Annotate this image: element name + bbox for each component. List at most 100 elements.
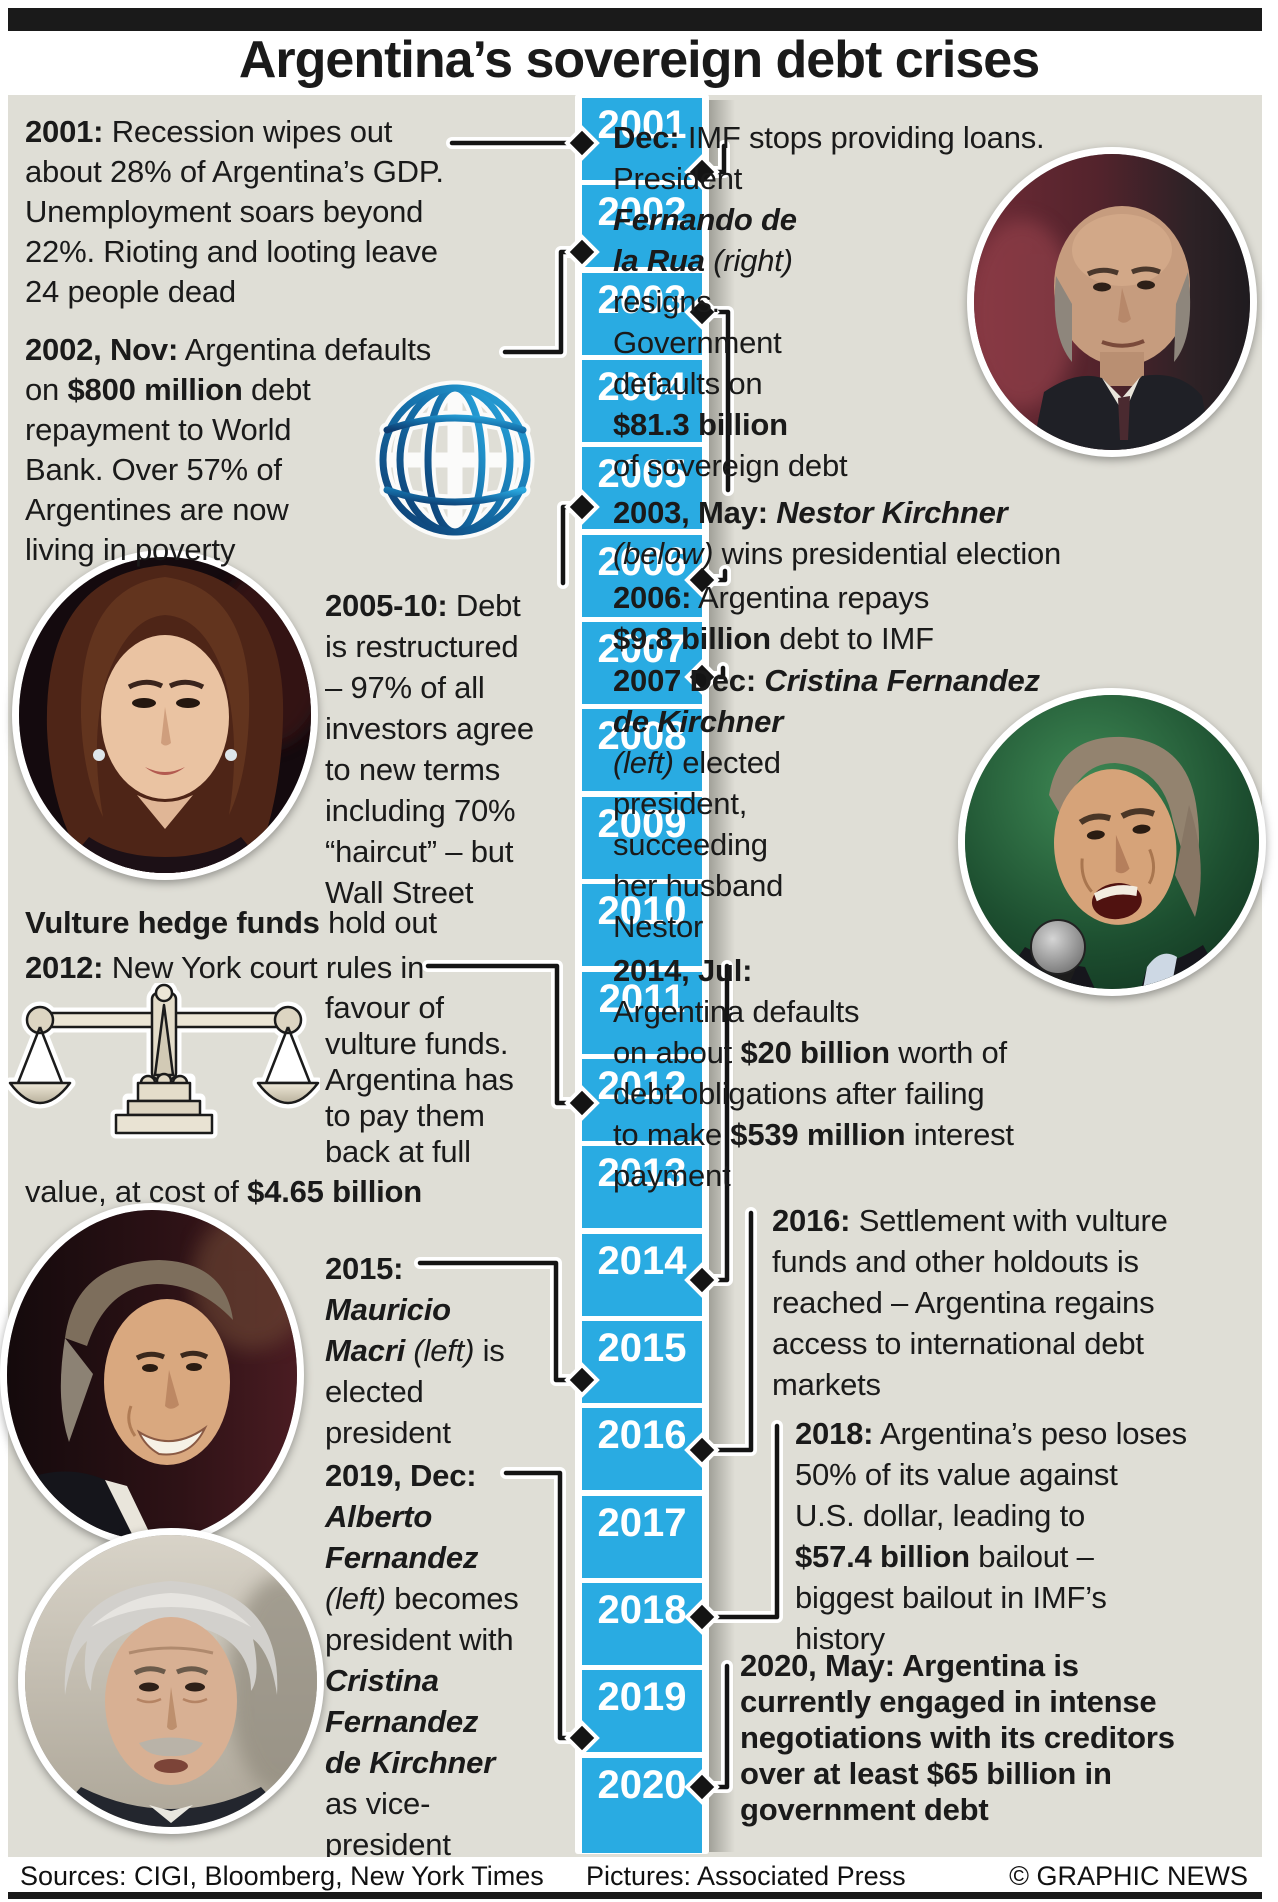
event-text-line: favour of bbox=[325, 990, 444, 1025]
event-text-line: payment bbox=[613, 1158, 731, 1193]
event-text-line: succeeding bbox=[613, 827, 768, 862]
event-text-line: Argentines are now bbox=[25, 492, 289, 527]
event-text-line: – 97% of all bbox=[325, 670, 485, 705]
event-text-line: 2020, May: Argentina is bbox=[740, 1648, 1079, 1683]
event-text-line: Bank. Over 57% of bbox=[25, 452, 282, 487]
timeline-year-box: 2016 bbox=[582, 1408, 702, 1490]
timeline-year-box: 2011 bbox=[582, 972, 702, 1054]
event-text-e2012a: 2012: New York court rules in bbox=[25, 948, 424, 988]
event-text-line: Fernando de bbox=[613, 202, 797, 237]
event-text-line: negotiations with its creditors bbox=[740, 1720, 1175, 1755]
event-text-line: 2007 Dec: Cristina Fernandez bbox=[613, 663, 1040, 698]
event-text-line: U.S. dollar, leading to bbox=[795, 1498, 1086, 1533]
event-text-line: Argentina has bbox=[325, 1062, 514, 1097]
event-text-line: 2012: New York court rules in bbox=[25, 950, 425, 985]
timeline-year-box: 2017 bbox=[582, 1496, 702, 1578]
timeline-year-box: 2004 bbox=[582, 360, 702, 442]
event-text-r2006: 2006: Argentina repays $9.8 billion debt … bbox=[613, 577, 934, 659]
event-text-line: 2018: Argentina’s peso loses bbox=[795, 1416, 1187, 1451]
event-text-line: markets bbox=[772, 1367, 881, 1402]
photo-fernando-de-la-rua bbox=[967, 147, 1257, 457]
timeline-year-box: 2010 bbox=[582, 884, 702, 966]
event-text-r2018: 2018: Argentina’s peso loses 50% of its v… bbox=[795, 1413, 1187, 1659]
event-text-line: 2006: Argentina repays bbox=[613, 580, 930, 615]
event-text-line: currently engaged in intense bbox=[740, 1684, 1157, 1719]
event-text-r2020: 2020, May: Argentina is currently engaged… bbox=[740, 1648, 1175, 1828]
event-text-line: 22%. Rioting and looting leave bbox=[25, 234, 438, 269]
event-text-line: 24 people dead bbox=[25, 274, 236, 309]
event-text-e2001: 2001: Recession wipes out about 28% of Ar… bbox=[25, 112, 444, 312]
event-text-line: of sovereign debt bbox=[613, 448, 848, 483]
event-text-line: as vice- bbox=[325, 1786, 431, 1821]
event-text-line: is restructured bbox=[325, 629, 519, 664]
event-text-line: defaults on bbox=[613, 366, 763, 401]
event-text-line: Mauricio bbox=[325, 1292, 451, 1327]
event-text-line: president bbox=[325, 1415, 451, 1450]
event-text-line: Wall Street bbox=[325, 875, 474, 910]
event-text-line: “haircut” – but bbox=[325, 834, 514, 869]
event-text-r2016: 2016: Settlement with vulture funds and o… bbox=[772, 1200, 1168, 1405]
event-text-line: elected bbox=[325, 1374, 424, 1409]
timeline-year-box: 2019 bbox=[582, 1670, 702, 1752]
event-text-line: Nestor bbox=[613, 909, 704, 944]
event-text-line: Fernandez bbox=[325, 1704, 479, 1739]
event-text-e2002: 2002, Nov: Argentina defaults on $800 mil… bbox=[25, 330, 431, 570]
event-text-line: debt obligations after failing bbox=[613, 1076, 985, 1111]
event-text-line: Fernandez bbox=[325, 1540, 479, 1575]
event-text-line: president with bbox=[325, 1622, 514, 1657]
event-text-line: president, bbox=[613, 786, 748, 821]
event-text-line: to make $539 million interest bbox=[613, 1117, 1014, 1152]
event-text-line: access to international debt bbox=[772, 1326, 1144, 1361]
event-text-line: Dec: IMF stops providing loans. bbox=[613, 120, 1045, 155]
event-text-line: 2002, Nov: Argentina defaults bbox=[25, 332, 432, 367]
event-text-line: Unemployment soars beyond bbox=[25, 194, 424, 229]
event-text-line: to new terms bbox=[325, 752, 501, 787]
timeline-year-box: 2018 bbox=[582, 1583, 702, 1665]
event-text-line: president bbox=[325, 1827, 451, 1862]
event-text-line: 2005-10: Debt bbox=[325, 588, 521, 623]
event-text-line: 2016: Settlement with vulture bbox=[772, 1203, 1168, 1238]
event-text-line: vulture funds. bbox=[325, 1026, 509, 1061]
timeline-year-box: 2015 bbox=[582, 1321, 702, 1403]
event-text-line: Cristina bbox=[325, 1663, 439, 1698]
footer-copyright: © GRAPHIC NEWS bbox=[1009, 1861, 1248, 1891]
event-text-rdec: Dec: IMF stops providing loans. President… bbox=[613, 117, 1045, 486]
event-text-line: 2019, Dec: bbox=[325, 1458, 477, 1493]
footer: Sources: CIGI, Bloomberg, New York Times… bbox=[8, 1857, 1262, 1892]
event-text-line: Macri (left) is bbox=[325, 1333, 505, 1368]
event-text-line: about 28% of Argentina’s GDP. bbox=[25, 154, 444, 189]
event-text-line: reached – Argentina regains bbox=[772, 1285, 1155, 1320]
event-text-line: on about $20 billion worth of bbox=[613, 1035, 1007, 1070]
timeline-year-box: 2001 bbox=[582, 98, 702, 180]
event-text-line: (left) becomes bbox=[325, 1581, 519, 1616]
event-text-line: de Kirchner bbox=[613, 704, 784, 739]
photo-mauricio-macri bbox=[0, 1203, 304, 1547]
timeline-year-box: 2005 bbox=[582, 447, 702, 529]
footer-pictures: Pictures: Associated Press bbox=[586, 1861, 906, 1891]
event-text-line: President bbox=[613, 161, 743, 196]
event-text-line: 2001: Recession wipes out bbox=[25, 114, 393, 149]
event-text-line: living in poverty bbox=[25, 532, 236, 567]
event-text-line: 50% of its value against bbox=[795, 1457, 1118, 1492]
event-text-line: government debt bbox=[740, 1792, 989, 1827]
event-text-line: Argentina defaults bbox=[613, 994, 860, 1029]
event-text-line: (below) wins presidential election bbox=[613, 536, 1062, 571]
timeline-year-box: 2013 bbox=[582, 1146, 702, 1228]
event-text-line: (left) elected bbox=[613, 745, 781, 780]
event-text-line: back at full bbox=[325, 1134, 471, 1169]
event-text-line: funds and other holdouts is bbox=[772, 1244, 1139, 1279]
photo-alberto-fernandez bbox=[18, 1528, 324, 1834]
footer-sources: Sources: CIGI, Bloomberg, New York Times bbox=[20, 1861, 544, 1891]
bottom-bar bbox=[8, 1892, 1262, 1899]
event-text-line: Alberto bbox=[325, 1499, 433, 1534]
timeline-year-box: 2007 bbox=[582, 622, 702, 704]
event-text-line: 2014, Jul: bbox=[613, 953, 753, 988]
photo-cristina-fernandez-de-kirchner bbox=[12, 550, 318, 880]
timeline-year-box: 2008 bbox=[582, 709, 702, 791]
timeline-year-box: 2002 bbox=[582, 185, 702, 267]
event-text-line: de Kirchner bbox=[325, 1745, 496, 1780]
timeline-year-box: 2020 bbox=[582, 1758, 702, 1853]
event-text-e2015: 2015: Mauricio Macri (left) is elected presi… bbox=[325, 1248, 505, 1453]
event-text-line: resigns. bbox=[613, 284, 720, 319]
